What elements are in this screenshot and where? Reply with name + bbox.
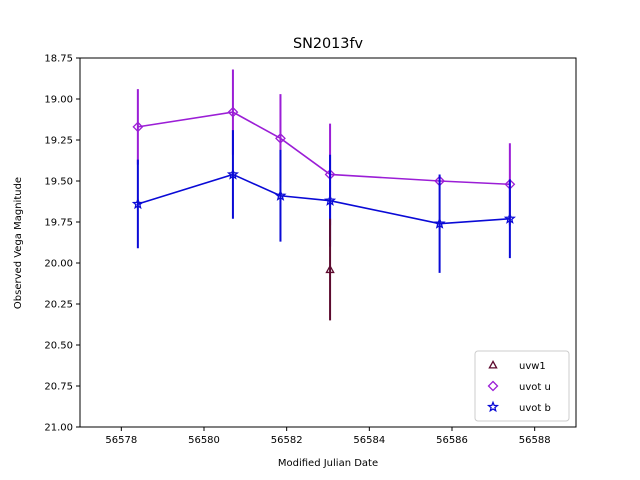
data-point	[433, 217, 446, 229]
x-tick-label: 56580	[188, 435, 220, 446]
legend-label: uvot u	[519, 382, 551, 393]
y-tick-label: 20.25	[44, 300, 73, 311]
y-axis: 18.75 19.00 19.25 19.50 19.75 20.00 20.25 20.50…	[44, 54, 80, 434]
chart-title: SN2013fv	[293, 36, 364, 52]
y-tick-label: 19.25	[44, 136, 73, 147]
y-tick-label: 19.50	[44, 177, 73, 188]
x-tick-label: 56584	[353, 435, 385, 446]
x-axis: 56578 56580 56582 56584 56586 56588	[105, 427, 551, 446]
y-tick-label: 19.75	[44, 218, 73, 229]
legend-label: uvot b	[519, 403, 551, 414]
axes-frame	[79, 57, 577, 428]
x-tick-label: 56582	[271, 435, 303, 446]
plot-area	[131, 69, 516, 321]
legend-marker	[486, 400, 500, 413]
x-axis-label: Modified Julian Date	[278, 458, 378, 469]
data-point	[226, 168, 239, 180]
y-axis-label: Observed Vega Magnitude	[13, 177, 24, 309]
legend: uvw1 uvot u uvot b	[474, 350, 570, 422]
data-point	[227, 106, 239, 118]
data-point	[324, 194, 337, 206]
legend-marker	[487, 380, 499, 392]
series-uvot-u	[132, 69, 516, 226]
y-tick-label: 18.75	[44, 54, 73, 65]
y-tick-label: 20.50	[44, 341, 73, 352]
x-tick-label: 56586	[436, 435, 468, 446]
y-tick-label: 21.00	[44, 423, 73, 434]
legend-label: uvw1	[519, 361, 546, 372]
y-tick-label: 20.75	[44, 382, 73, 393]
x-tick-label: 56588	[519, 435, 551, 446]
y-tick-label: 20.00	[44, 259, 73, 270]
data-point	[274, 189, 287, 201]
data-point	[132, 121, 144, 133]
data-point	[275, 132, 286, 144]
legend-marker	[488, 360, 498, 369]
legend-box	[474, 350, 570, 422]
series-line	[137, 111, 510, 186]
x-tick-label: 56578	[105, 435, 137, 446]
data-point	[325, 264, 335, 274]
data-point	[131, 197, 144, 210]
series-line	[137, 173, 510, 225]
y-tick-label: 19.00	[44, 95, 73, 106]
series-uvot-b	[131, 130, 516, 273]
data-point	[503, 212, 516, 224]
series-uvw1	[325, 218, 335, 321]
